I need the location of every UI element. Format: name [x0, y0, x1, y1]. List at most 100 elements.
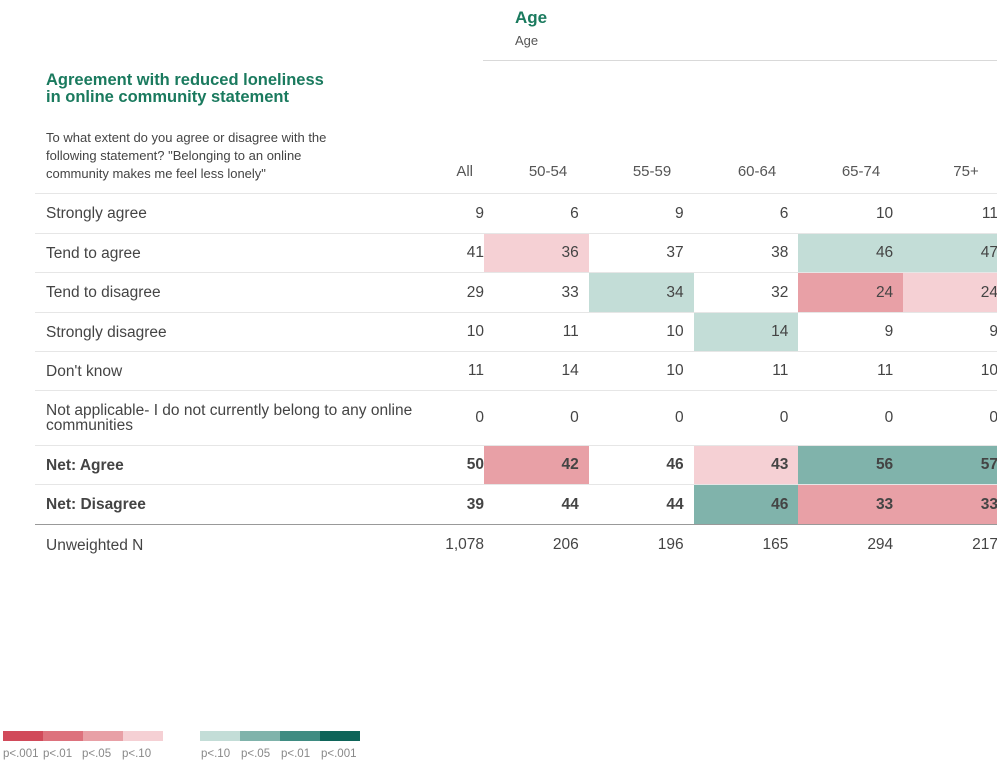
table-cell: 33 — [798, 484, 904, 525]
legend-label: p<.10 — [201, 748, 231, 760]
legend-label: p<.01 — [43, 748, 73, 760]
table-cell: 9 — [674, 204, 684, 222]
column-header-all: All — [456, 163, 473, 180]
table-cell: 10 — [666, 362, 684, 379]
table-cell: 37 — [666, 244, 684, 261]
column-header-60-64: 60-64 — [737, 163, 777, 180]
table-cell: 32 — [771, 283, 789, 301]
table-cell: 33 — [903, 484, 997, 525]
table-cell: 9 — [475, 204, 484, 222]
table-cell: 14 — [693, 312, 799, 352]
legend-positive — [200, 731, 360, 741]
table-cell: 43 — [693, 445, 799, 485]
question-text: To what extent do you agree or disagree … — [46, 130, 327, 181]
table-cell: 42 — [484, 445, 589, 485]
table-row: Net: Disagree 39 44 44 46 33 33 — [35, 484, 997, 525]
legend-label: p<.10 — [122, 748, 152, 760]
table-cell: 11 — [981, 204, 997, 222]
table-row: Strongly disagree 10 11 10 14 9 9 — [35, 312, 997, 352]
table-cell: 10 — [666, 323, 684, 340]
row-label: Not applicable- I do not currently belon… — [46, 402, 413, 434]
table-cell: 196 — [657, 536, 684, 554]
row-label: Strongly disagree — [46, 323, 167, 341]
table-cell: 165 — [762, 536, 789, 554]
table-cell: 0 — [475, 409, 484, 426]
table-cell: 47 — [903, 233, 997, 273]
legend-label: p<.001 — [3, 748, 39, 760]
table-cell: 39 — [466, 495, 484, 513]
column-banner: Age Age — [483, 0, 997, 61]
row-label: Don't know — [46, 362, 123, 380]
legend-swatch-pos01 — [280, 731, 320, 741]
legend-negative — [3, 731, 163, 741]
table-row: Net: Agree 50 42 46 43 56 57 — [35, 445, 997, 485]
table-cell: 6 — [779, 204, 789, 222]
table-cell: 57 — [903, 445, 997, 485]
column-header-65-74: 65-74 — [841, 163, 881, 180]
column-header-55-59: 55-59 — [632, 163, 672, 180]
table-cell: 9 — [989, 323, 997, 340]
legend-label: p<.05 — [82, 748, 112, 760]
column-header-75plus: 75+ — [953, 163, 979, 180]
table-cell: 0 — [989, 409, 997, 426]
table-cell: 0 — [779, 409, 789, 426]
table-row: Don't know 11 14 10 11 11 10 — [35, 351, 997, 391]
table-row: Unweighted N 1,078 206 196 165 294 217 — [35, 524, 997, 566]
row-label: Tend to agree — [46, 244, 141, 262]
table-cell: 50 — [466, 456, 484, 473]
table-cell: 14 — [561, 362, 579, 379]
table-cell: 34 — [588, 272, 694, 313]
table-cell: 24 — [798, 272, 904, 313]
legend-swatch-neg001 — [3, 731, 43, 741]
table-cell: 10 — [980, 362, 997, 379]
table-cell: 206 — [552, 536, 579, 554]
table-cell: 38 — [771, 244, 789, 261]
question-title: Agreement with reduced loneliness in onl… — [46, 71, 324, 106]
table-cell: 29 — [466, 283, 484, 301]
table-cell: 0 — [884, 409, 894, 426]
table-cell: 41 — [466, 244, 484, 261]
table-row: Not applicable- I do not currently belon… — [35, 390, 997, 446]
legend-swatch-neg10 — [123, 731, 163, 741]
table-cell: 6 — [570, 204, 579, 222]
table-cell: 0 — [570, 409, 579, 426]
table-cell: 1,078 — [445, 536, 484, 554]
table-cell: 294 — [867, 536, 894, 554]
table-row: Tend to agree 41 36 37 38 46 47 — [35, 233, 997, 273]
table-cell: 46 — [693, 484, 799, 525]
table-cell: 33 — [561, 283, 579, 301]
legend-swatch-pos001 — [320, 731, 360, 741]
legend-label: p<.01 — [281, 748, 311, 760]
legend-label: p<.001 — [321, 748, 357, 760]
row-label: Strongly agree — [46, 205, 147, 222]
table-cell: 11 — [562, 323, 579, 340]
row-label: Net: Disagree — [46, 496, 146, 513]
table-cell: 44 — [561, 495, 579, 513]
legend-swatch-pos05 — [240, 731, 280, 741]
table-cell: 11 — [467, 362, 484, 379]
table-cell: 24 — [903, 272, 997, 313]
table-cell: 56 — [798, 445, 904, 485]
table-cell: 46 — [666, 456, 684, 473]
table-cell: 9 — [884, 323, 894, 340]
banner-subtitle: Age — [515, 33, 539, 48]
crosstab-table: Strongly agree 9 6 9 6 10 11 Tend to agree 41 36 3… — [35, 193, 997, 566]
row-label: Net: Agree — [46, 456, 124, 474]
table-cell: 217 — [972, 536, 997, 554]
table-cell: 10 — [466, 323, 484, 340]
table-row: Strongly agree 9 6 9 6 10 11 — [35, 193, 997, 234]
table-cell: 11 — [772, 362, 789, 379]
row-label: Tend to disagree — [46, 284, 161, 301]
table-cell: 46 — [798, 233, 904, 273]
table-cell: 11 — [877, 362, 894, 379]
column-header-50-54: 50-54 — [528, 163, 568, 180]
legend-swatch-neg01 — [43, 731, 83, 741]
table-cell: 10 — [875, 204, 894, 222]
table-cell: 36 — [484, 233, 589, 273]
table-row: Tend to disagree 29 33 34 32 24 24 — [35, 272, 997, 313]
table-cell: 0 — [674, 409, 684, 426]
legend-swatch-neg05 — [83, 731, 123, 741]
row-label: Unweighted N — [46, 536, 144, 554]
table-cell: 44 — [666, 495, 684, 513]
legend-label: p<.05 — [241, 748, 271, 760]
